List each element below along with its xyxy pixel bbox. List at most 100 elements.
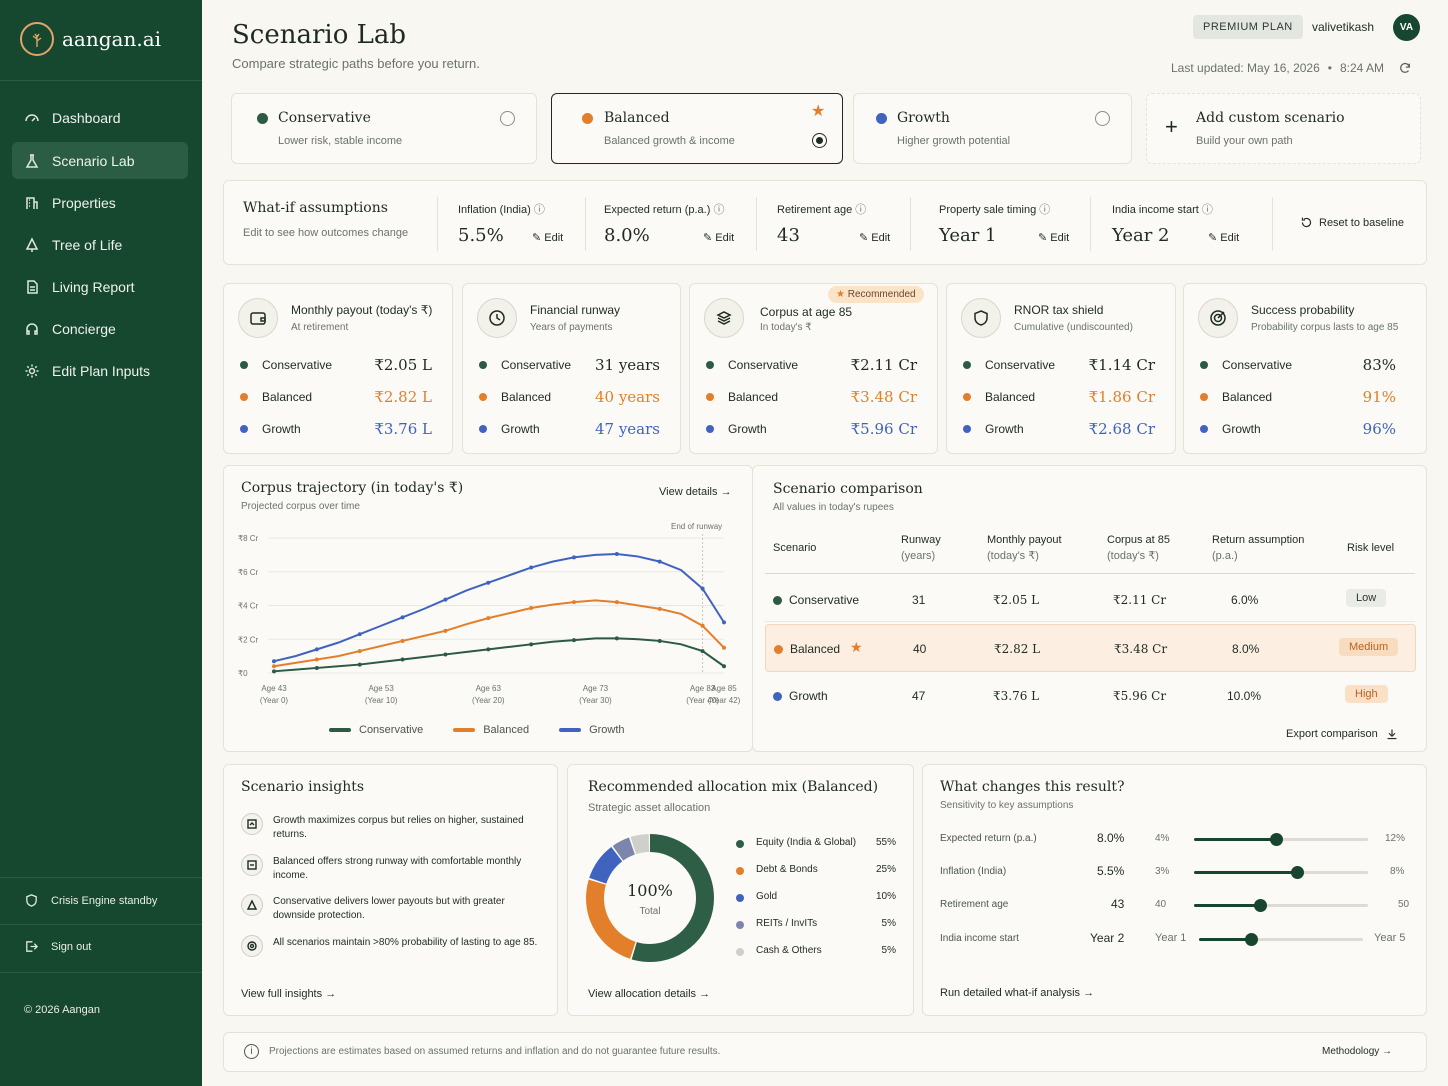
data-point bbox=[572, 600, 576, 605]
metric-value: 31 years bbox=[594, 356, 660, 374]
refresh-icon[interactable] bbox=[1398, 61, 1412, 75]
sensitivity-row-inflation: Inflation (India) 5.5% 3% 8% bbox=[923, 864, 1428, 884]
data-point bbox=[272, 669, 276, 674]
series-line-balanced bbox=[273, 599, 725, 668]
nav-living-report[interactable]: Living Report bbox=[12, 268, 188, 305]
assumption-value: Year 1 bbox=[939, 225, 997, 246]
edit-inflation-button[interactable]: ✎ Edit bbox=[532, 231, 563, 244]
nav-scenario-lab[interactable]: Scenario Lab bbox=[12, 142, 188, 179]
sens-max: Year 5 bbox=[1374, 932, 1406, 944]
view-full-insights-link[interactable]: View full insights → bbox=[241, 988, 336, 1000]
table-row-conservative[interactable]: Conservative 31 ₹2.05 L ₹2.11 Cr 6.0% Lo… bbox=[765, 576, 1415, 622]
income-start-slider[interactable] bbox=[1199, 933, 1363, 946]
nav-label: Properties bbox=[52, 194, 116, 211]
slider-knob[interactable] bbox=[1254, 899, 1268, 912]
plus-icon: + bbox=[1165, 114, 1178, 139]
run-whatif-analysis-link[interactable]: Run detailed what-if analysis → bbox=[940, 987, 1094, 999]
risk-badge: High bbox=[1345, 685, 1388, 703]
building-icon bbox=[26, 196, 38, 209]
retirement-age-slider[interactable] bbox=[1194, 899, 1368, 912]
scenario-card-balanced[interactable]: Balanced Balanced growth & income ★ bbox=[551, 93, 843, 164]
shield-icon bbox=[961, 298, 1001, 338]
nav-tree-of-life[interactable]: Tree of Life bbox=[12, 226, 188, 263]
column-header: Runway (years) bbox=[901, 532, 941, 564]
scenario-name: Conservative bbox=[278, 110, 371, 126]
cell-return: 6.0% bbox=[1231, 593, 1259, 607]
scenario-radio[interactable] bbox=[500, 111, 515, 126]
avatar[interactable]: VA bbox=[1393, 14, 1420, 41]
info-icon[interactable]: ⓘ bbox=[713, 204, 725, 216]
metric-row-balanced: Balanced 91% bbox=[1200, 388, 1396, 406]
premium-plan-badge: PREMIUM PLAN bbox=[1193, 15, 1303, 39]
edit-income-start-button[interactable]: ✎ Edit bbox=[1208, 231, 1239, 244]
scenario-card-growth[interactable]: Growth Higher growth potential bbox=[853, 93, 1132, 164]
scenario-radio[interactable] bbox=[1095, 111, 1110, 126]
cell-return: 10.0% bbox=[1227, 689, 1262, 703]
metric-row-conservative: Conservative 31 years bbox=[479, 356, 660, 374]
series-dot bbox=[582, 113, 593, 124]
download-icon bbox=[1387, 729, 1397, 740]
nav-edit-plan-inputs[interactable]: Edit Plan Inputs bbox=[12, 352, 188, 389]
scenario-radio[interactable] bbox=[812, 133, 827, 148]
last-updated-date: Last updated: May 16, 2026 bbox=[1171, 61, 1320, 75]
legend-value: 10% bbox=[875, 891, 896, 902]
slider-knob[interactable] bbox=[1290, 866, 1304, 879]
insight-text: Balanced offers strong runway with comfo… bbox=[273, 856, 522, 881]
nav-concierge[interactable]: Concierge bbox=[12, 310, 188, 347]
edit-property-sale-button[interactable]: ✎ Edit bbox=[1038, 231, 1069, 244]
data-point bbox=[614, 600, 619, 605]
signout-button[interactable]: Sign out bbox=[24, 939, 91, 954]
sensitivity-row-income-start: India income start Year 2 Year 1 Year 5 bbox=[923, 931, 1428, 951]
username[interactable]: valivetikash bbox=[1312, 20, 1375, 34]
scenario-name: Growth bbox=[897, 110, 950, 126]
table-row-growth[interactable]: Growth 47 ₹3.76 L ₹5.96 Cr 10.0% High bbox=[765, 672, 1415, 718]
series-label: Growth bbox=[985, 422, 1024, 436]
scenario-card-conservative[interactable]: Conservative Lower risk, stable income bbox=[231, 93, 537, 164]
assumption-label-text: India income start bbox=[1112, 204, 1199, 216]
edit-label: Edit bbox=[715, 232, 735, 244]
series-dot bbox=[773, 596, 782, 605]
legend-conservative: Conservative bbox=[329, 724, 423, 736]
add-custom-scenario-button[interactable]: + Add custom scenario Build your own pat… bbox=[1146, 93, 1421, 164]
legend-swatch bbox=[736, 840, 744, 848]
reset-baseline-button[interactable]: Reset to baseline bbox=[1300, 216, 1404, 229]
gauge-icon bbox=[25, 113, 39, 122]
sens-min: Year 1 bbox=[1155, 932, 1187, 944]
edit-return-button[interactable]: ✎ Edit bbox=[703, 231, 734, 244]
info-icon[interactable]: ⓘ bbox=[1201, 204, 1213, 216]
export-comparison-button[interactable]: Export comparison bbox=[1286, 728, 1398, 740]
crisis-engine-status[interactable]: Crisis Engine standby bbox=[24, 893, 157, 908]
methodology-link[interactable]: Methodology → bbox=[1322, 1046, 1392, 1057]
series-dot bbox=[876, 113, 887, 124]
info-icon[interactable]: ⓘ bbox=[1039, 204, 1051, 216]
assumptions-subtitle: Edit to see how outcomes change bbox=[243, 227, 409, 239]
tree-logo-icon bbox=[20, 22, 54, 56]
return-slider[interactable] bbox=[1194, 833, 1368, 846]
view-allocation-details-link[interactable]: View allocation details → bbox=[588, 988, 710, 1000]
nav-properties[interactable]: Properties bbox=[12, 184, 188, 221]
insight-item: Balanced offers strong runway with comfo… bbox=[241, 854, 546, 890]
slider-knob[interactable] bbox=[1245, 933, 1259, 946]
insight-text: Conservative delivers lower payouts but … bbox=[273, 896, 505, 921]
edit-retirement-age-button[interactable]: ✎ Edit bbox=[859, 231, 890, 244]
info-icon[interactable]: ⓘ bbox=[855, 204, 867, 216]
inflation-slider[interactable] bbox=[1194, 866, 1368, 879]
series-label: Conservative bbox=[1222, 358, 1293, 372]
slider-knob[interactable] bbox=[1269, 833, 1283, 846]
nav-dashboard[interactable]: Dashboard bbox=[12, 99, 188, 136]
allocation-legend: Equity (India & Global) 55% Debt & Bonds 2… bbox=[736, 837, 896, 972]
data-point bbox=[722, 645, 726, 650]
cell-payout: ₹2.82 L bbox=[994, 642, 1041, 656]
x-tick-sublabel: (Year 20) bbox=[472, 696, 505, 705]
metric-row-growth: Growth ₹2.68 Cr bbox=[963, 420, 1155, 438]
view-details-link[interactable]: View details → bbox=[659, 486, 732, 498]
sens-value: 8.0% bbox=[1097, 831, 1125, 845]
info-icon[interactable]: ⓘ bbox=[533, 204, 545, 216]
metric-value: ₹5.96 Cr bbox=[850, 420, 917, 438]
table-row-balanced[interactable]: Balanced ★ 40 ₹2.82 L ₹3.48 Cr 8.0% Medi… bbox=[765, 624, 1416, 672]
data-point bbox=[614, 552, 619, 557]
brand-logo[interactable]: aangan.ai bbox=[20, 22, 161, 56]
insight-text: All scenarios maintain >80% probability … bbox=[273, 937, 538, 948]
metric-title: Financial runway bbox=[530, 303, 621, 317]
metric-subtitle: At retirement bbox=[291, 322, 349, 333]
